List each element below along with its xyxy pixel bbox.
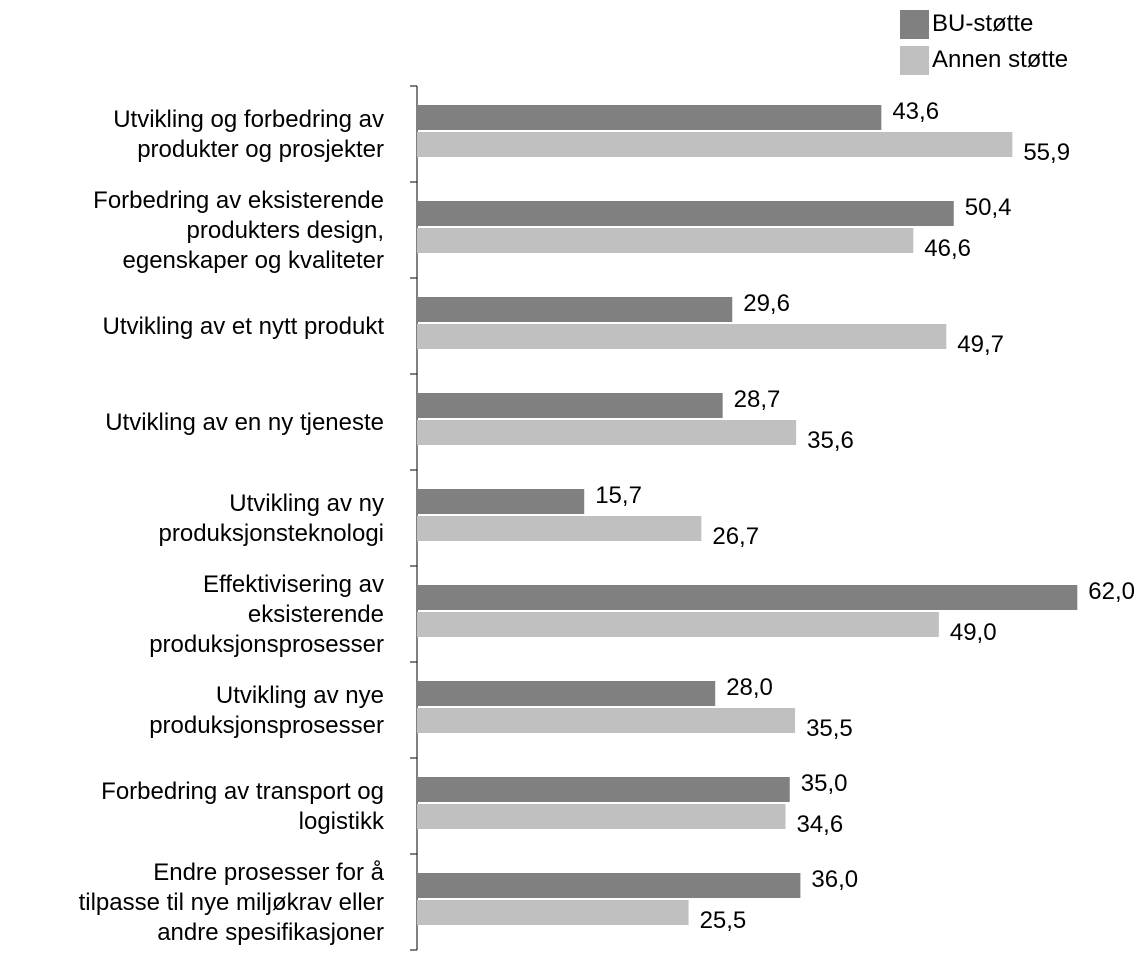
category-label-line: Utvikling av en ny tjeneste xyxy=(105,409,384,436)
bar-bu-stotte xyxy=(417,489,585,514)
bar-bu-stotte xyxy=(417,201,954,226)
category-label-line: egenskaper og kvaliteter xyxy=(123,247,385,274)
category-label-line: Utvikling av et nytt produkt xyxy=(103,313,385,340)
category-label-line: produkters design, xyxy=(187,217,384,244)
bar-annen-stotte xyxy=(417,612,939,637)
data-label-annen-stotte: 46,6 xyxy=(924,235,971,262)
category-label-line: produksjonsprosesser xyxy=(149,631,384,658)
data-label-bu-stotte: 43,6 xyxy=(892,98,939,125)
legend-item-annen-stotte: Annen støtte xyxy=(900,42,1068,78)
bar-bu-stotte xyxy=(417,105,882,130)
category-label-line: logistikk xyxy=(299,808,385,835)
data-label-bu-stotte: 28,7 xyxy=(734,386,781,413)
category-label: Forbedring av transport og logistikk xyxy=(101,778,385,835)
category-label-line: andre spesifikasjoner xyxy=(157,919,384,946)
category-label-line: produkter og prosjekter xyxy=(137,136,384,163)
bar-bu-stotte xyxy=(417,585,1078,610)
data-label-annen-stotte: 55,9 xyxy=(1023,139,1070,166)
bar-annen-stotte xyxy=(417,708,796,733)
data-label-bu-stotte: 36,0 xyxy=(811,866,858,893)
data-label-annen-stotte: 35,5 xyxy=(806,715,853,742)
category-label-line: tilpasse til nye miljøkrav eller xyxy=(79,889,384,916)
data-label-bu-stotte: 62,0 xyxy=(1088,578,1135,605)
bar-bu-stotte xyxy=(417,777,790,802)
category-label: Effektivisering av eksisterende produksjon… xyxy=(149,571,384,658)
data-label-bu-stotte: 28,0 xyxy=(726,674,773,701)
legend-label-annen-stotte: Annen støtte xyxy=(932,46,1069,73)
bar-bu-stotte xyxy=(417,681,716,706)
bar-annen-stotte xyxy=(417,804,786,829)
category-label-line: Utvikling av ny xyxy=(229,490,384,517)
data-label-annen-stotte: 26,7 xyxy=(712,523,759,550)
category-label: Utvikling av ny produksjonsteknologi xyxy=(159,490,384,547)
bar-annen-stotte xyxy=(417,420,797,445)
bar-bu-stotte xyxy=(417,873,801,898)
data-label-annen-stotte: 49,7 xyxy=(957,331,1004,358)
data-label-annen-stotte: 25,5 xyxy=(700,907,747,934)
data-label-annen-stotte: 49,0 xyxy=(950,619,997,646)
data-label-annen-stotte: 35,6 xyxy=(807,427,854,454)
category-label-line: Effektivisering av xyxy=(203,571,384,598)
category-label: Endre prosesser for å tilpasse til nye mi… xyxy=(79,859,385,946)
bar-bu-stotte xyxy=(417,297,733,322)
legend-label-bu-stotte: BU-støtte xyxy=(932,10,1034,37)
bar-annen-stotte xyxy=(417,900,689,925)
category-label: Utvikling av en ny tjeneste xyxy=(105,409,384,436)
bar-bu-stotte xyxy=(417,393,723,418)
data-label-annen-stotte: 34,6 xyxy=(796,811,843,838)
category-label-line: produksjonsteknologi xyxy=(159,520,384,547)
category-label-line: produksjonsprosesser xyxy=(149,712,384,739)
category-label-line: Endre prosesser for å xyxy=(153,859,384,886)
bar-annen-stotte xyxy=(417,228,914,253)
plot-area: Utvikling og forbedring av produkter og p… xyxy=(79,85,1135,951)
category-label: Forbedring av eksisterende produkters des… xyxy=(93,187,384,274)
legend-swatch-annen-stotte xyxy=(900,45,929,75)
category-label-line: Forbedring av transport og xyxy=(101,778,384,805)
data-label-bu-stotte: 35,0 xyxy=(801,770,848,797)
data-label-bu-stotte: 15,7 xyxy=(595,482,642,509)
category-label-line: Forbedring av eksisterende xyxy=(93,187,384,214)
category-label-line: Utvikling av nye xyxy=(216,682,384,709)
category-label: Utvikling av nye produksjonsprosesser xyxy=(149,682,384,739)
category-label: Utvikling og forbedring av produkter og p… xyxy=(113,106,384,163)
data-label-bu-stotte: 29,6 xyxy=(743,290,790,317)
category-label-line: eksisterende xyxy=(248,601,384,628)
bar-annen-stotte xyxy=(417,324,947,349)
bar-annen-stotte xyxy=(417,132,1013,157)
category-label: Utvikling av et nytt produkt xyxy=(103,313,385,340)
legend-item-bu-stotte: BU-støtte xyxy=(900,6,1068,42)
bar-annen-stotte xyxy=(417,516,702,541)
category-label-line: Utvikling og forbedring av xyxy=(113,106,384,133)
chart-legend: BU-støtte Annen støtte xyxy=(900,6,1068,78)
legend-swatch-bu-stotte xyxy=(900,9,929,39)
data-label-bu-stotte: 50,4 xyxy=(965,194,1012,221)
